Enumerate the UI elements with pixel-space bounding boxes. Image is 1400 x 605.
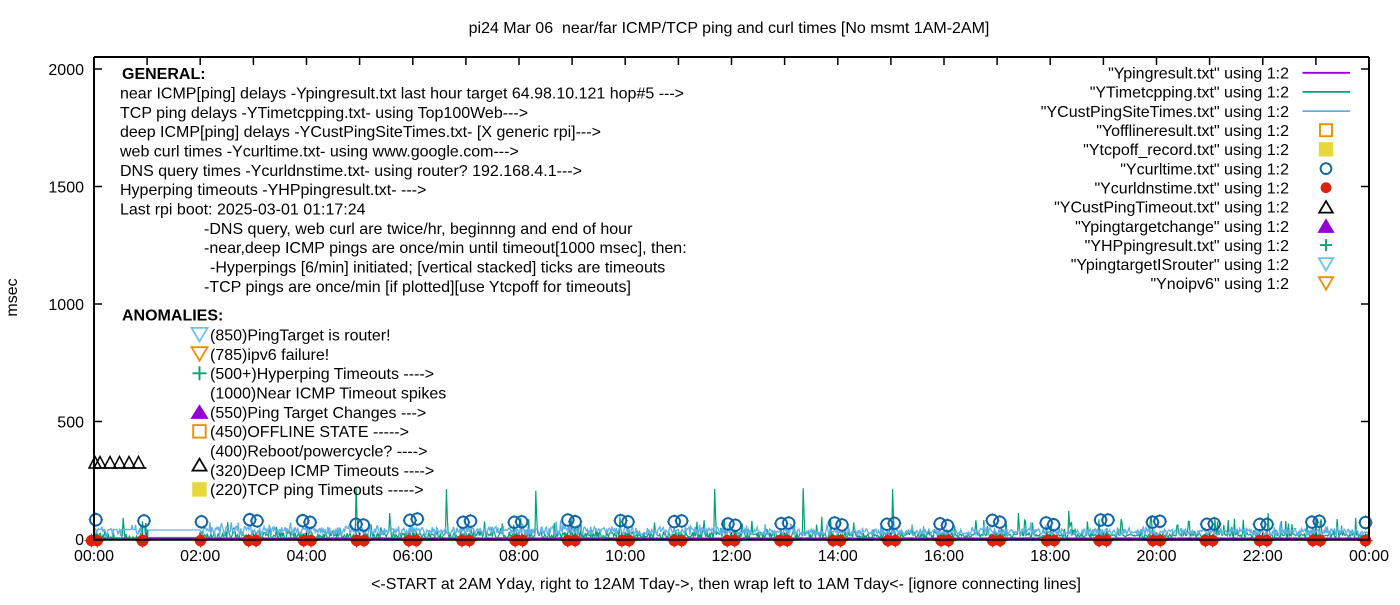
svg-text:<-START at 2AM Yday, right to: <-START at 2AM Yday, right to 12AM Tday-… xyxy=(371,576,1081,593)
svg-text:"Ypingresult.txt" using 1:2: "Ypingresult.txt" using 1:2 xyxy=(1108,66,1289,83)
svg-text:12:00: 12:00 xyxy=(711,548,751,565)
svg-text:(500+)Hyperping Timeouts ---->: (500+)Hyperping Timeouts ----> xyxy=(210,366,434,383)
svg-text:04:00: 04:00 xyxy=(286,548,326,565)
svg-text:"Ytcpoff_record.txt" using 1:2: "Ytcpoff_record.txt" using 1:2 xyxy=(1083,142,1289,159)
svg-text:(850)PingTarget is router!: (850)PingTarget is router! xyxy=(210,327,391,344)
svg-text:"YHPpingresult.txt" using 1:2: "YHPpingresult.txt" using 1:2 xyxy=(1085,238,1289,255)
svg-text:0: 0 xyxy=(75,532,84,549)
svg-text:18:00: 18:00 xyxy=(1030,548,1070,565)
svg-text:"Ycurltime.txt" using 1:2: "Ycurltime.txt" using 1:2 xyxy=(1120,161,1289,178)
svg-text:-DNS query, web curl are twice: -DNS query, web curl are twice/hr, begin… xyxy=(204,221,633,238)
svg-text:(400)Reboot/powercycle? ---->: (400)Reboot/powercycle? ----> xyxy=(210,444,427,461)
svg-text:02:00: 02:00 xyxy=(180,548,220,565)
svg-text:Hyperping timeouts -YHPpingres: Hyperping timeouts -YHPpingresult.txt- -… xyxy=(120,182,426,199)
svg-text:-near,deep ICMP pings are once: -near,deep ICMP pings are once/min until… xyxy=(204,240,687,257)
svg-text:2000: 2000 xyxy=(48,62,84,79)
svg-text:(450)OFFLINE STATE ----->: (450)OFFLINE STATE -----> xyxy=(210,424,409,441)
svg-text:"YCustPingSiteTimes.txt" using: "YCustPingSiteTimes.txt" using 1:2 xyxy=(1041,104,1289,121)
svg-text:"Yofflineresult.txt" using 1:2: "Yofflineresult.txt" using 1:2 xyxy=(1096,123,1289,140)
svg-text:-Hyperpings [6/min] initiated;: -Hyperpings [6/min] initiated; [vertical… xyxy=(210,260,665,277)
svg-text:"YpingtargetISrouter" using 1:: "YpingtargetISrouter" using 1:2 xyxy=(1071,257,1289,274)
svg-text:pi24 Mar 06 near/far ICMP/TCP: pi24 Mar 06 near/far ICMP/TCP ping and c… xyxy=(469,20,990,37)
svg-text:(320)Deep ICMP Timeouts ---->: (320)Deep ICMP Timeouts ----> xyxy=(210,463,434,480)
svg-text:(785)ipv6 failure!: (785)ipv6 failure! xyxy=(210,347,329,364)
svg-text:near ICMP[ping] delays -Ypingr: near ICMP[ping] delays -Ypingresult.txt … xyxy=(120,86,684,103)
svg-text:"YTimetcpping.txt" using 1:2: "YTimetcpping.txt" using 1:2 xyxy=(1090,85,1289,102)
svg-text:1500: 1500 xyxy=(48,179,84,196)
svg-text:(550)Ping Target Changes --->: (550)Ping Target Changes ---> xyxy=(210,405,426,422)
svg-text:10:00: 10:00 xyxy=(605,548,645,565)
svg-text:00:00: 00:00 xyxy=(74,548,114,565)
svg-text:22:00: 22:00 xyxy=(1243,548,1283,565)
svg-text:16:00: 16:00 xyxy=(924,548,964,565)
svg-text:msec: msec xyxy=(4,278,21,316)
svg-text:DNS query times -Ycurldnstime.: DNS query times -Ycurldnstime.txt- using… xyxy=(120,163,582,180)
svg-text:(1000)Near ICMP Timeout spikes: (1000)Near ICMP Timeout spikes xyxy=(210,386,446,403)
svg-text:"Ypingtargetchange" using 1:2: "Ypingtargetchange" using 1:2 xyxy=(1075,219,1289,236)
svg-text:"YCustPingTimeout.txt" using 1: "YCustPingTimeout.txt" using 1:2 xyxy=(1054,200,1289,217)
svg-text:-TCP pings are once/min [if pl: -TCP pings are once/min [if plotted][use… xyxy=(204,279,631,296)
svg-text:00:00: 00:00 xyxy=(1349,548,1389,565)
svg-text:deep ICMP[ping] delays -YCustP: deep ICMP[ping] delays -YCustPingSiteTim… xyxy=(120,124,601,141)
svg-text:Last rpi boot: 2025-03-01 01:1: Last rpi boot: 2025-03-01 01:17:24 xyxy=(120,202,366,219)
svg-text:web curl times -Ycurltime.txt-: web curl times -Ycurltime.txt- using www… xyxy=(119,144,519,161)
svg-text:ANOMALIES:: ANOMALIES: xyxy=(122,307,223,324)
svg-text:(220)TCP ping Timeouts ----->: (220)TCP ping Timeouts -----> xyxy=(210,482,424,499)
svg-text:TCP ping delays -YTimetcpping.: TCP ping delays -YTimetcpping.txt- using… xyxy=(120,105,528,122)
svg-text:GENERAL:: GENERAL: xyxy=(122,66,206,83)
svg-text:1000: 1000 xyxy=(48,297,84,314)
svg-text:14:00: 14:00 xyxy=(818,548,858,565)
svg-text:500: 500 xyxy=(57,414,84,431)
svg-text:"Ynoipv6" using 1:2: "Ynoipv6" using 1:2 xyxy=(1150,276,1289,293)
svg-text:08:00: 08:00 xyxy=(499,548,539,565)
svg-text:"Ycurldnstime.txt" using 1:2: "Ycurldnstime.txt" using 1:2 xyxy=(1094,181,1289,198)
svg-text:06:00: 06:00 xyxy=(393,548,433,565)
svg-text:20:00: 20:00 xyxy=(1136,548,1176,565)
